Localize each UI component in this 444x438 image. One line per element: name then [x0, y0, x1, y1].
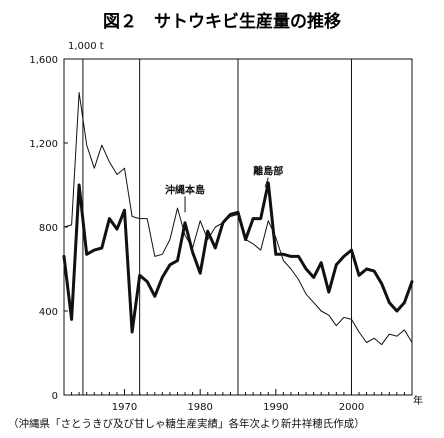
- x-tick-label-2: 1990: [263, 402, 288, 413]
- y-tick-label-0: 0: [52, 391, 58, 402]
- y-tick-label-4: 1,600: [29, 55, 58, 66]
- annotation-label-0: 沖縄本島: [165, 183, 205, 196]
- x-tick-label-1: 1980: [187, 402, 212, 413]
- y-tick-label-1: 400: [39, 307, 58, 318]
- y-tick-label-3: 1,200: [29, 139, 58, 150]
- y-unit-label: 1,000 t: [68, 41, 104, 52]
- annotation-label-1: 離島部: [253, 165, 283, 178]
- x-tick-label-0: 1970: [112, 402, 137, 413]
- annotation-leader-1: [264, 177, 269, 188]
- x-axis-label: 年: [413, 394, 423, 407]
- plot-area: 0 400 800 1,200 1,600 1970 1980 1990 2000 沖縄本島 離島部: [29, 55, 414, 413]
- chart-title: 図２ サトウキビ生産量の推移: [103, 11, 341, 32]
- x-tick-label-3: 2000: [339, 402, 364, 413]
- series-line-1: [62, 181, 414, 334]
- y-tick-label-2: 800: [39, 223, 58, 234]
- source-note: （沖縄県「さとうきび及び甘しゃ糖生産実績」各年次より新井祥穂氏作成）: [8, 417, 365, 430]
